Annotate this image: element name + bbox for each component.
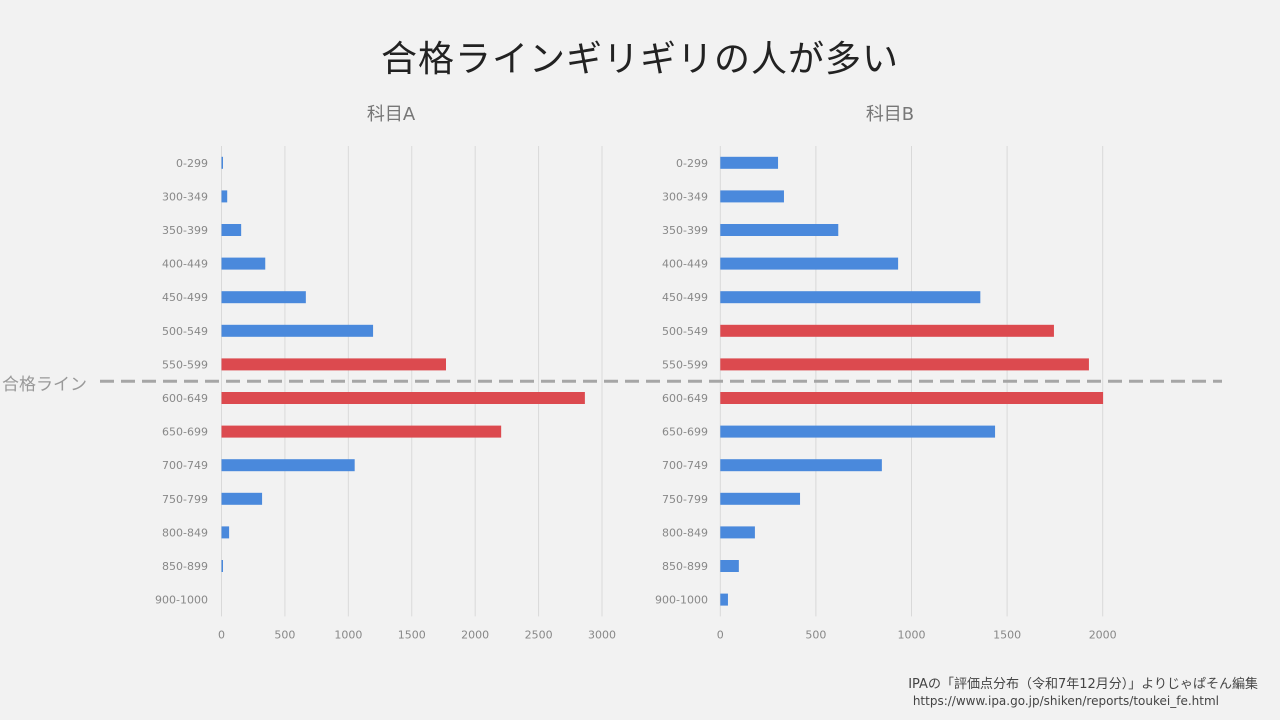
- x-tick-label: 2500: [525, 628, 553, 641]
- x-tick-label: 2000: [461, 628, 489, 641]
- bar-800-849: [720, 526, 755, 539]
- x-tick-label: 0: [218, 628, 225, 641]
- bar-0-299: [720, 156, 779, 169]
- bar-650-699: [720, 425, 996, 438]
- x-tick-label: 1000: [334, 628, 362, 641]
- category-label: 900-1000: [655, 594, 708, 607]
- bar-850-899: [221, 560, 223, 572]
- bar-850-899: [720, 560, 739, 572]
- category-label: 450-499: [162, 291, 208, 304]
- category-label: 850-899: [662, 560, 708, 573]
- source-url: https://www.ipa.go.jp/shiken/reports/tou…: [912, 694, 1219, 708]
- x-tick-label: 2000: [1089, 628, 1117, 641]
- category-label: 750-799: [162, 493, 208, 506]
- category-label: 400-449: [162, 258, 208, 271]
- bar-550-599: [720, 358, 1089, 371]
- bar-500-549: [221, 324, 374, 337]
- pass-line-label: 合格ライン: [2, 375, 87, 395]
- x-tick-label: 1000: [898, 628, 926, 641]
- bar-400-449: [221, 257, 266, 270]
- category-label: 600-649: [662, 392, 708, 405]
- x-tick-label: 500: [805, 628, 826, 641]
- bar-500-549: [720, 324, 1054, 337]
- category-label: 750-799: [662, 493, 708, 506]
- category-label: 0-299: [676, 157, 708, 170]
- bar-650-699: [221, 425, 502, 438]
- x-tick-label: 1500: [993, 628, 1021, 641]
- bar-550-599: [221, 358, 446, 371]
- category-label: 400-449: [662, 258, 708, 271]
- bar-400-449: [720, 257, 899, 270]
- bar-0-299: [221, 156, 223, 169]
- bar-600-649: [720, 392, 1104, 404]
- category-label: 650-699: [162, 426, 208, 439]
- bar-600-649: [221, 392, 585, 404]
- x-tick-label: 1500: [398, 628, 426, 641]
- bar-700-749: [221, 459, 355, 472]
- category-label: 0-299: [176, 157, 208, 170]
- bar-800-849: [221, 526, 230, 539]
- category-label: 350-399: [662, 224, 708, 237]
- x-tick-label: 500: [274, 628, 295, 641]
- category-label: 350-399: [162, 224, 208, 237]
- category-label: 550-599: [162, 358, 208, 371]
- bar-300-349: [221, 190, 228, 203]
- category-label: 650-699: [662, 426, 708, 439]
- category-label: 500-549: [162, 325, 208, 338]
- category-label: 550-599: [662, 358, 708, 371]
- main-title: 合格ラインギリギリの人が多い: [380, 39, 899, 80]
- category-label: 450-499: [662, 291, 708, 304]
- category-label: 700-749: [662, 459, 708, 472]
- category-label: 800-849: [162, 526, 208, 539]
- category-label: 300-349: [662, 190, 708, 203]
- category-label: 800-849: [662, 526, 708, 539]
- bar-900-1000: [720, 593, 728, 606]
- category-label: 900-1000: [155, 594, 208, 607]
- category-label: 500-549: [662, 325, 708, 338]
- chart-title-a: 科目A: [366, 104, 416, 125]
- bar-350-399: [221, 224, 242, 236]
- bar-450-499: [720, 291, 981, 304]
- bar-350-399: [720, 224, 839, 236]
- bar-450-499: [221, 291, 306, 304]
- category-label: 600-649: [162, 392, 208, 405]
- category-label: 300-349: [162, 190, 208, 203]
- bar-750-799: [221, 492, 263, 505]
- category-label: 700-749: [162, 459, 208, 472]
- x-tick-label: 0: [717, 628, 724, 641]
- category-label: 850-899: [162, 560, 208, 573]
- chart-title-b: 科目B: [865, 104, 915, 125]
- bar-750-799: [720, 492, 801, 505]
- bar-700-749: [720, 459, 882, 472]
- source-credit: IPAの「評価点分布（令和7年12月分）」よりじゃぱそん編集: [908, 677, 1258, 692]
- bar-300-349: [720, 190, 784, 203]
- x-tick-label: 3000: [588, 628, 616, 641]
